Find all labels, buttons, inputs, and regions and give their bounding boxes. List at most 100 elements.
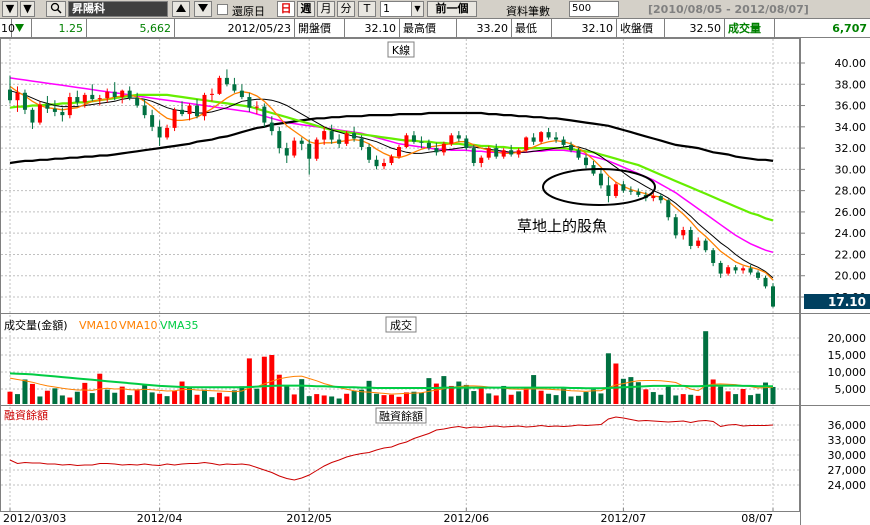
price-tick-label: 24.00 [835,227,867,240]
last-price-tag [804,294,870,309]
candle-body [524,137,529,151]
close-value-text: 32.50 [689,22,722,35]
moving-averages [9,77,774,281]
records-label: 資料筆數 [506,5,550,18]
volume-bar [456,381,462,404]
restore-checkbox[interactable] [217,4,228,15]
volume-bar [733,394,739,404]
volume-bar [291,394,297,404]
margin-button[interactable] [375,407,427,424]
volume-bar [553,395,559,404]
stock-name-field[interactable]: 昇陽科 [68,1,168,17]
kline-title: K線 [392,43,410,57]
volume-bar [613,363,619,404]
x-tick-label: 2012/04 [137,512,183,525]
period-day-label: 日 [280,2,292,15]
volume-small: 5,662 [87,19,175,38]
candle-body [703,240,708,251]
candle-body [389,156,394,163]
candle-body [434,148,439,153]
count-select[interactable]: 1 [380,1,412,17]
period-minute-button[interactable]: 分 [337,1,355,17]
records-input[interactable]: 500 [569,1,619,17]
search-button[interactable] [46,1,66,17]
menu-dropdown-button[interactable]: ▼ [2,1,18,17]
volume-button-label: 成交 [390,318,412,332]
volume-bar [635,382,641,404]
next-stock-button[interactable] [194,1,212,17]
volume-bar [276,374,282,404]
t-button[interactable]: T [358,1,376,17]
volume-bar [508,394,514,404]
volume-label: 成交量 [725,19,775,38]
period-day-button[interactable]: 日 [277,1,295,17]
count-dropdown-button[interactable]: ▼ [411,1,424,17]
candle-body [67,97,72,116]
volume-bar [344,393,350,404]
x-axis: 2012/03/03 2012/04 2012/05 2012/06 2012/07 08… [3,508,774,525]
candle-body [352,133,357,139]
volume-bar [770,386,776,404]
volume-bar [673,395,679,404]
stock-picker-button[interactable]: ▼ [20,1,35,17]
candle-body [30,109,35,123]
open-value-text: 32.10 [364,22,397,35]
volume-value: 6,707 [775,19,870,38]
ma-line-black-thick [9,111,774,165]
volume-bar [381,395,387,404]
annotation-circle [542,168,656,206]
volume-bar [299,379,305,404]
legend-vma10-b: VMA10 [119,319,158,332]
margin-pane-title: 融資餘額 [4,408,48,422]
candle-body [217,77,222,94]
volume-bar [359,389,365,404]
x-tick-label: 08/07 [741,512,773,525]
candle-body [546,132,551,138]
candle-body [419,141,424,143]
volume-tick-label: 5,000 [835,383,867,396]
candle-body [554,137,559,140]
candle-body [367,147,372,160]
period-month-button[interactable]: 月 [317,1,335,17]
volume-bar [119,386,125,404]
volume-tick-label: 15,000 [828,349,867,362]
candle-body [471,148,476,163]
volume-bar [44,390,50,404]
volume-bar [403,392,409,404]
candle-body [45,104,50,109]
candle-body [337,139,342,144]
prev-stock-button[interactable] [172,1,190,17]
volume-bar [396,396,402,404]
prev-button[interactable]: 前一個 [427,1,477,17]
volume-bar [336,398,342,404]
candle-body [224,77,229,85]
volume-bar [650,392,656,404]
period-month-label: 月 [320,2,332,15]
code-fragment-text: 10 [1,22,15,35]
x-tick-label: 2012/05 [286,512,332,525]
candle-body [37,104,42,123]
candle-body [314,139,319,159]
candle-body [598,173,603,186]
legend-vma35: VMA35 [160,319,199,332]
volume-bar [29,383,35,404]
candle-body [396,147,401,157]
candle-body [696,240,701,246]
candlesticks [8,69,775,308]
candle-body [748,268,753,273]
high-value-text: 33.20 [476,22,509,35]
candle-body [374,159,379,167]
volume-button[interactable] [385,316,417,333]
volume-bar [89,393,95,404]
low-label-text: 最低 [515,22,537,35]
period-week-button[interactable]: 週 [297,1,315,17]
margin-tick-label: 30,000 [828,449,867,462]
candle-body [583,157,588,166]
volume-bar [538,390,544,404]
price-tick-label: 32.00 [835,142,867,155]
volume-bar [688,394,694,404]
candle-body [666,200,671,218]
t-label: T [363,2,371,15]
volume-bar [82,382,88,404]
candle-body [157,126,162,138]
